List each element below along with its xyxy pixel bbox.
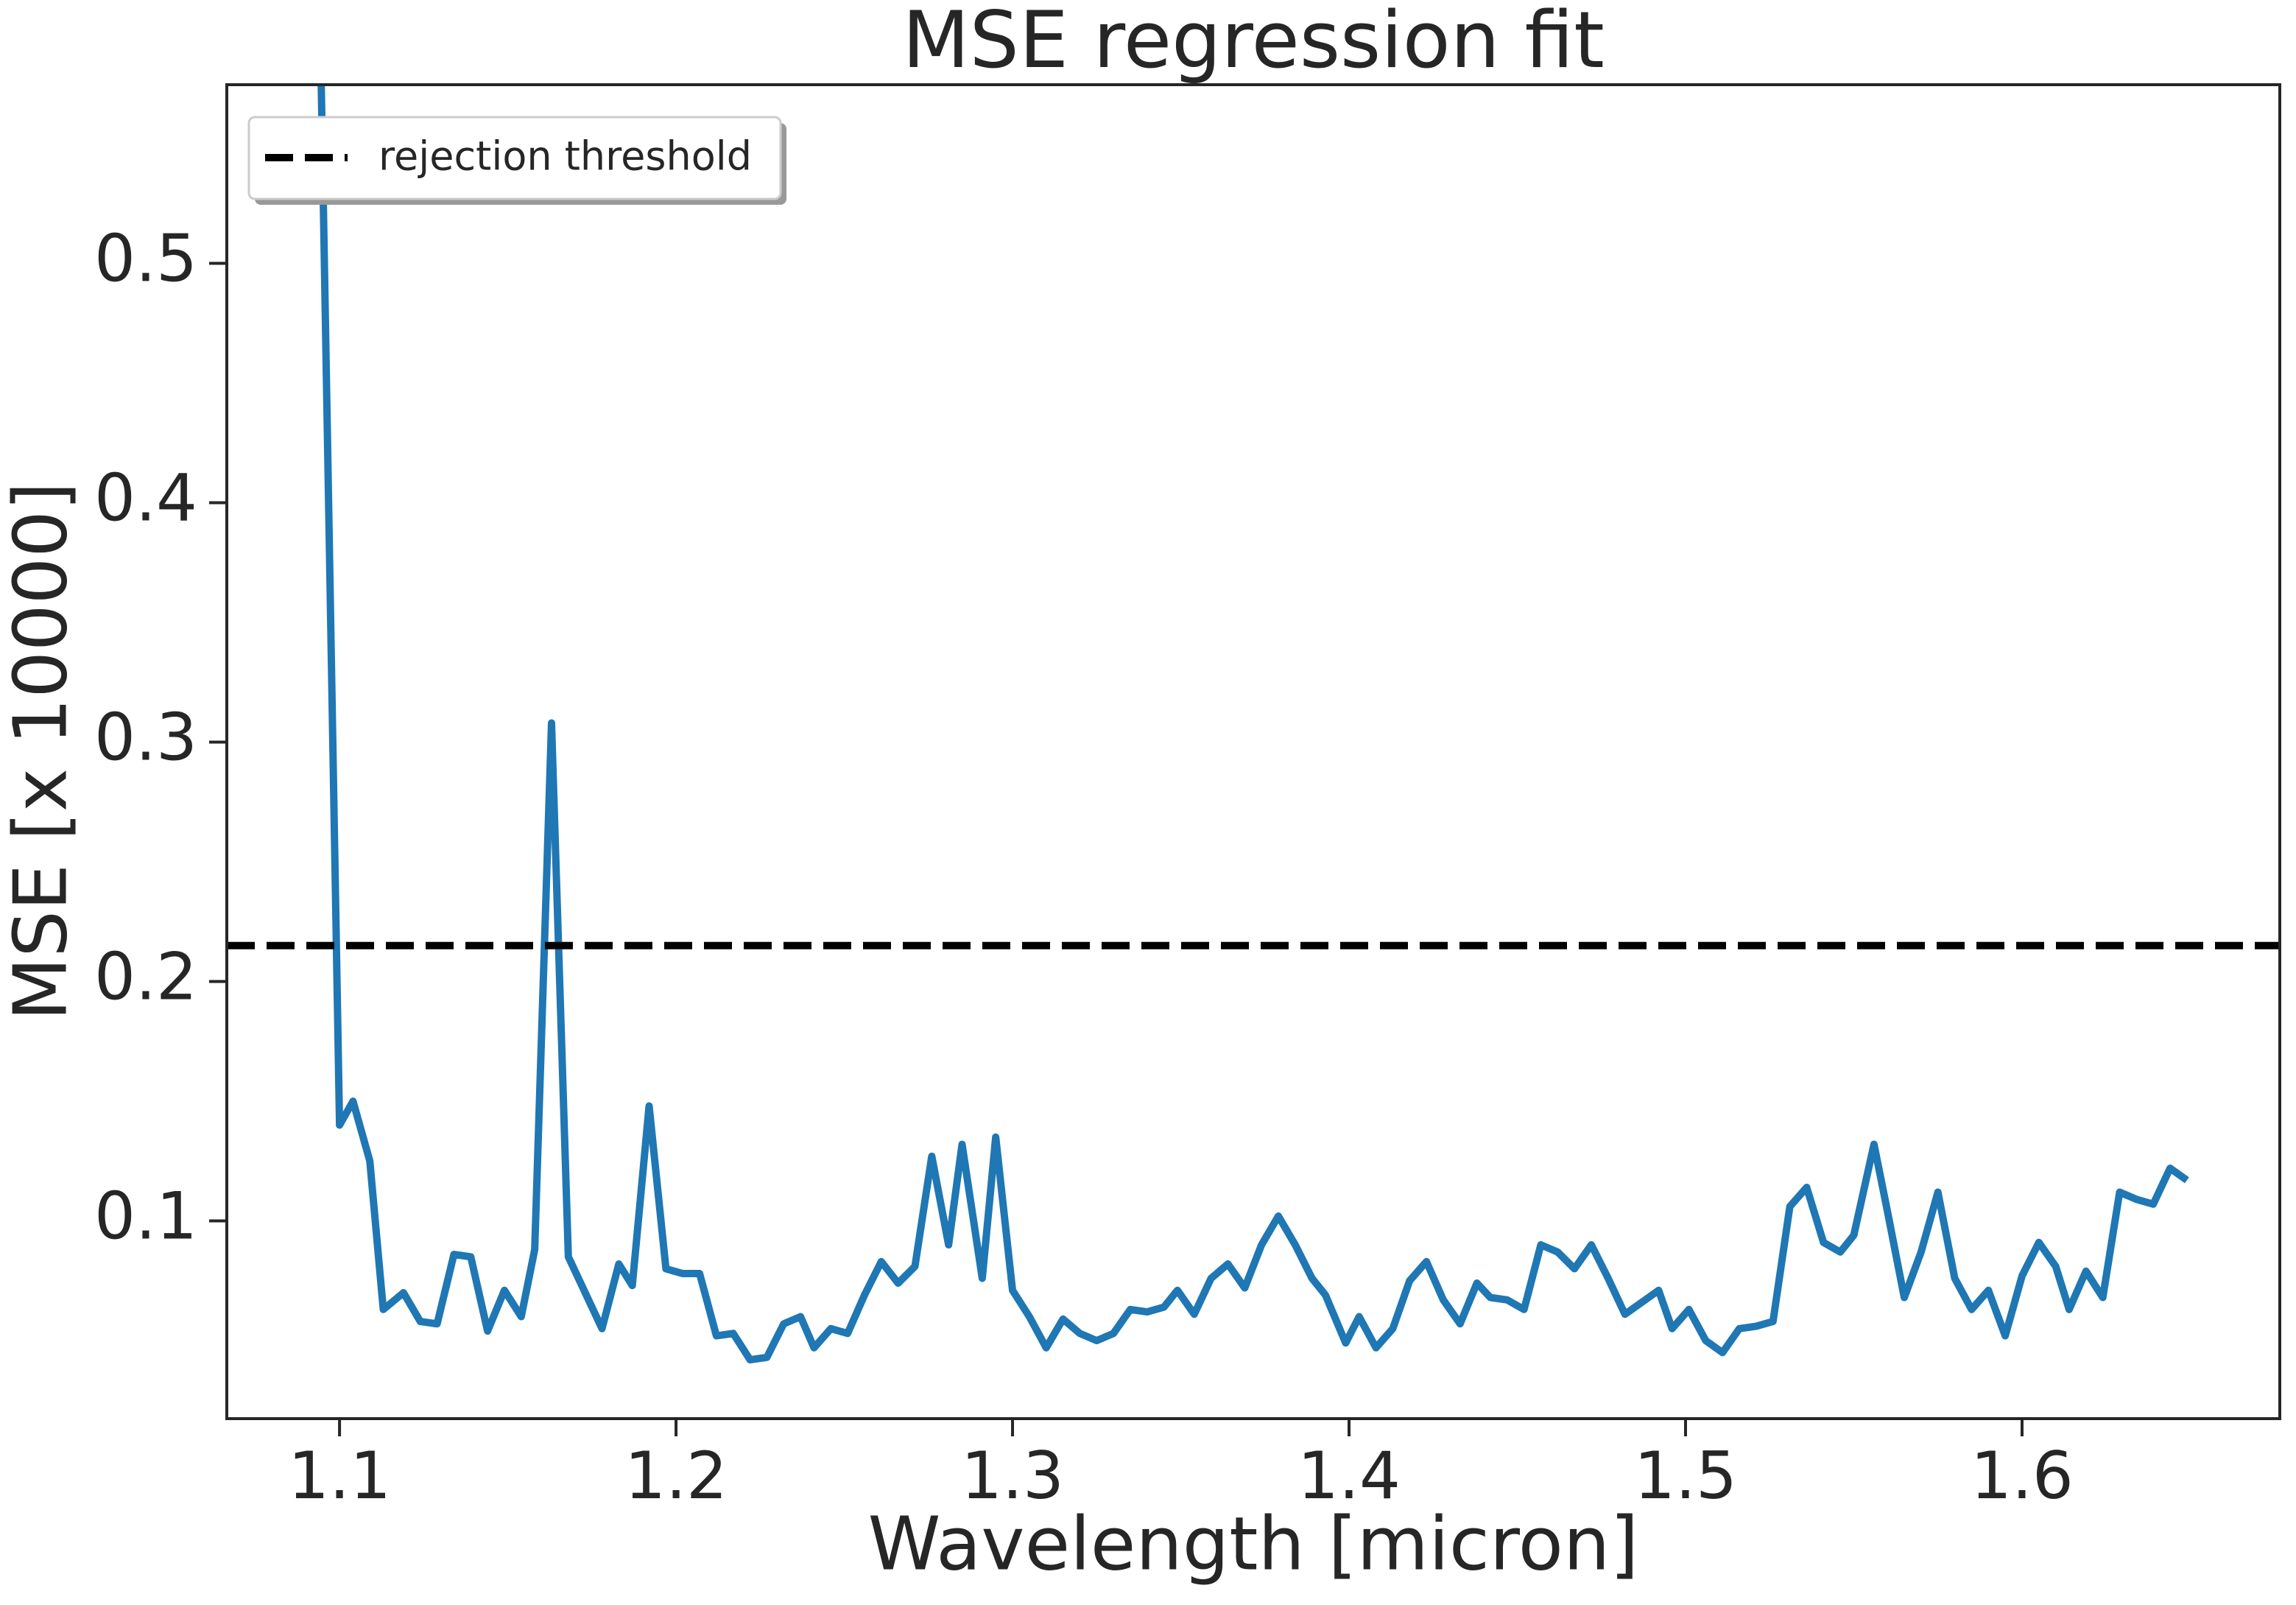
plot-frame (225, 83, 2281, 1420)
x-tick-label: 1.3 (961, 1438, 1064, 1514)
y-tick-label: 0.2 (94, 938, 197, 1014)
x-tick-label: 1.2 (624, 1438, 728, 1514)
x-axis-label: Wavelength [micron] (868, 1500, 1639, 1587)
y-tick-label: 0.4 (94, 460, 197, 535)
y-tick-label: 0.5 (94, 220, 197, 296)
x-tick-label: 1.1 (288, 1438, 391, 1514)
legend-label: rejection threshold (378, 133, 752, 180)
y-axis-label: MSE [x 10000] (0, 482, 83, 1021)
x-tick-label: 1.6 (1971, 1438, 2074, 1514)
legend-box (247, 116, 782, 200)
data-line (317, 85, 2189, 1364)
y-tick-label: 0.3 (94, 699, 197, 775)
x-tick-label: 1.4 (1297, 1438, 1401, 1514)
x-tick-label: 1.5 (1634, 1438, 1737, 1514)
plot-area (227, 85, 2280, 1364)
chart-title: MSE regression fit (902, 0, 1605, 85)
y-tick-label: 0.1 (94, 1178, 197, 1254)
